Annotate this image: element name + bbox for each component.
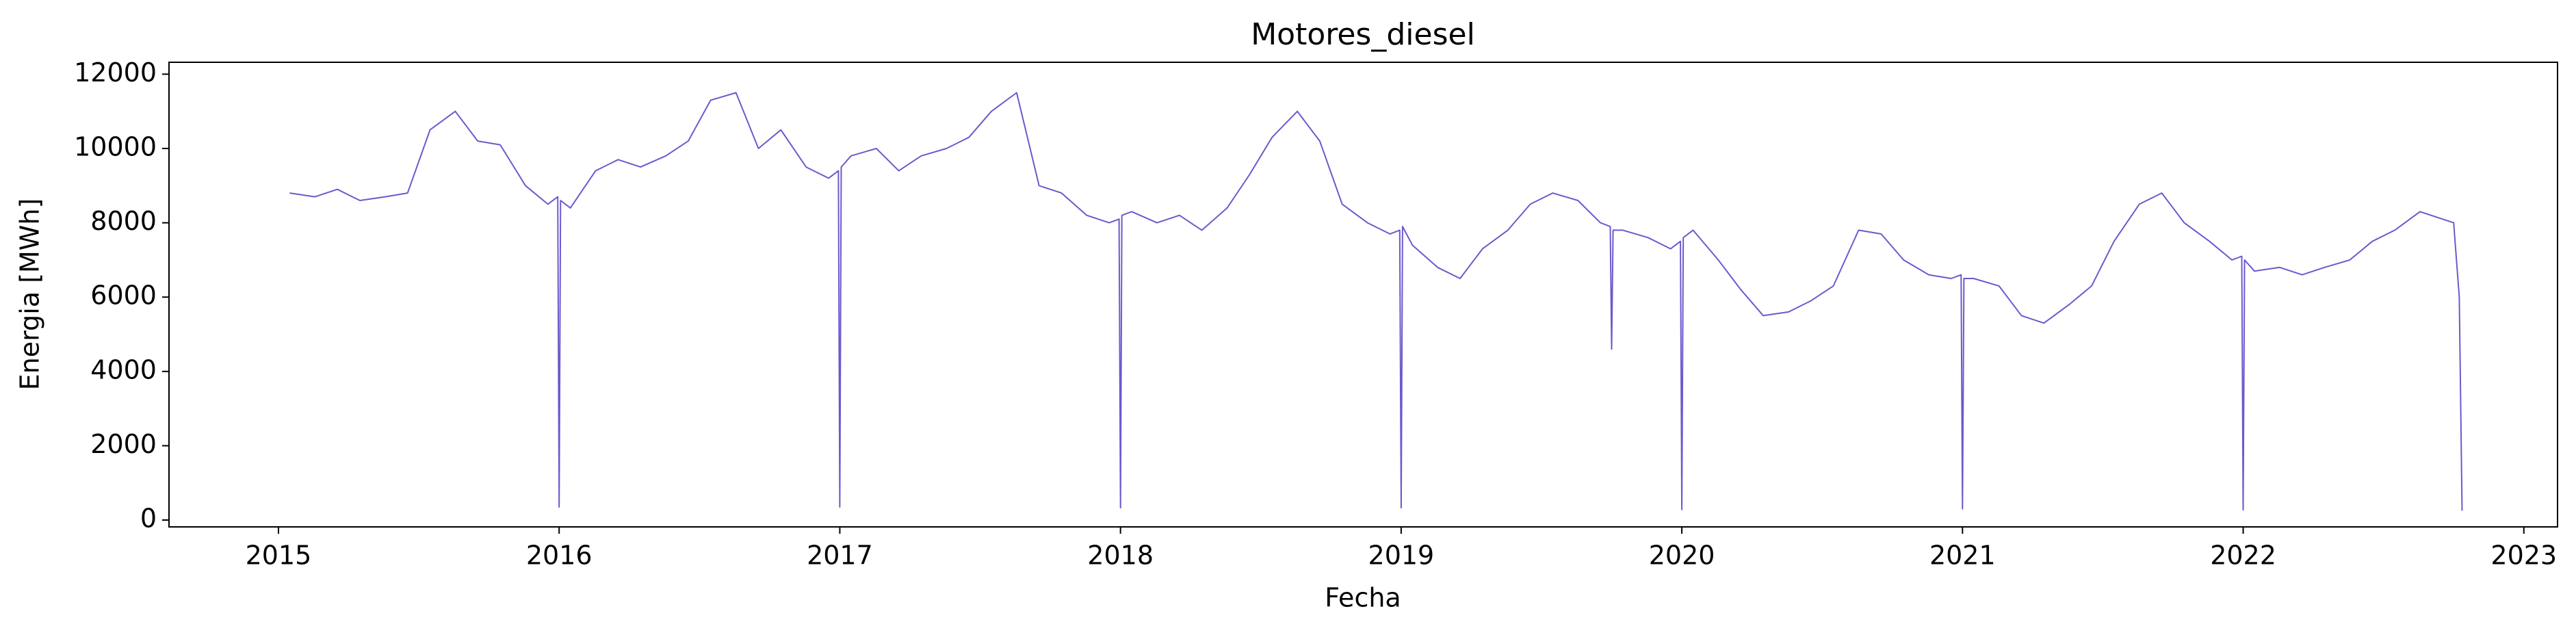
data-line xyxy=(289,92,2463,511)
x-tick-label: 2021 xyxy=(1929,541,1996,571)
y-tick-label: 2000 xyxy=(90,429,157,459)
y-tick-label: 10000 xyxy=(74,131,157,161)
x-tick-label: 2017 xyxy=(807,541,873,571)
y-tick-label: 4000 xyxy=(90,354,157,385)
x-tick-label: 2015 xyxy=(246,541,312,571)
x-tick-label: 2019 xyxy=(1368,541,1435,571)
x-tick-label: 2020 xyxy=(1649,541,1715,571)
x-tick-label: 2023 xyxy=(2490,541,2557,571)
plot-frame xyxy=(168,62,2558,528)
y-tick-label: 12000 xyxy=(74,57,157,88)
x-tick-label: 2018 xyxy=(1087,541,1154,571)
y-tick-label: 6000 xyxy=(90,281,157,311)
x-tick-label: 2022 xyxy=(2210,541,2276,571)
x-axis-label: Fecha xyxy=(1325,583,1401,613)
y-tick-label: 8000 xyxy=(90,206,157,236)
y-tick-label: 0 xyxy=(140,504,157,534)
chart-title: Motores_diesel xyxy=(1251,17,1475,52)
y-axis-label: Energia [MWh] xyxy=(15,198,45,391)
x-tick-label: 2016 xyxy=(526,541,593,571)
